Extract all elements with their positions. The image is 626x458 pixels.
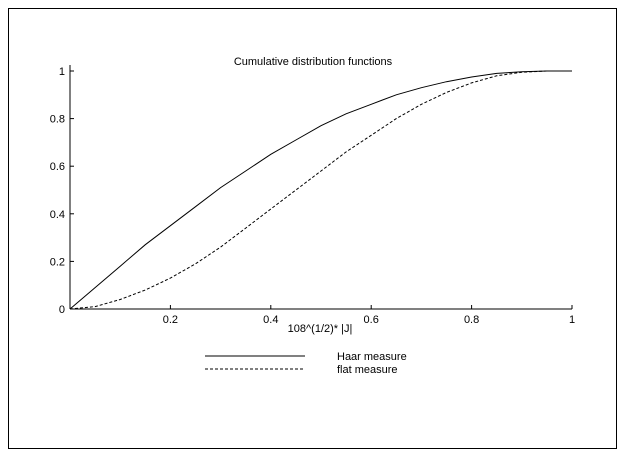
x-axis-label: 108^(1/2)* |J| xyxy=(288,323,353,335)
series-lines xyxy=(69,70,572,310)
chart-title: Cumulative distribution functions xyxy=(234,56,393,68)
y-tick-label-5: 1 xyxy=(59,66,65,78)
y-tick-label-1: 0.2 xyxy=(50,256,65,268)
x-tick-label-4: 1 xyxy=(569,314,575,326)
plot-frame xyxy=(8,8,617,449)
y-tick-label-4: 0.8 xyxy=(50,114,65,126)
legend-flat-label: flat measure xyxy=(337,364,398,376)
x-tick-label-3: 0.8 xyxy=(464,314,479,326)
axes xyxy=(69,65,572,310)
x-tick-label-0: 0.2 xyxy=(163,314,178,326)
y-tick-label-0: 0 xyxy=(59,304,65,316)
y-tick-label-3: 0.6 xyxy=(50,161,65,173)
x-tick-label-1: 0.4 xyxy=(263,314,278,326)
series-line-flat-measure xyxy=(69,70,572,310)
ticks: 0.2 0.4 0.6 0.8 1 0 0.2 0.4 0.6 0.8 1 xyxy=(50,66,575,326)
y-tick-label-2: 0.4 xyxy=(50,209,65,221)
legend: Haar measure flat measure xyxy=(205,351,407,376)
x-tick-label-2: 0.6 xyxy=(364,314,379,326)
series-line-haar-measure xyxy=(69,70,572,310)
legend-haar-label: Haar measure xyxy=(337,351,407,363)
